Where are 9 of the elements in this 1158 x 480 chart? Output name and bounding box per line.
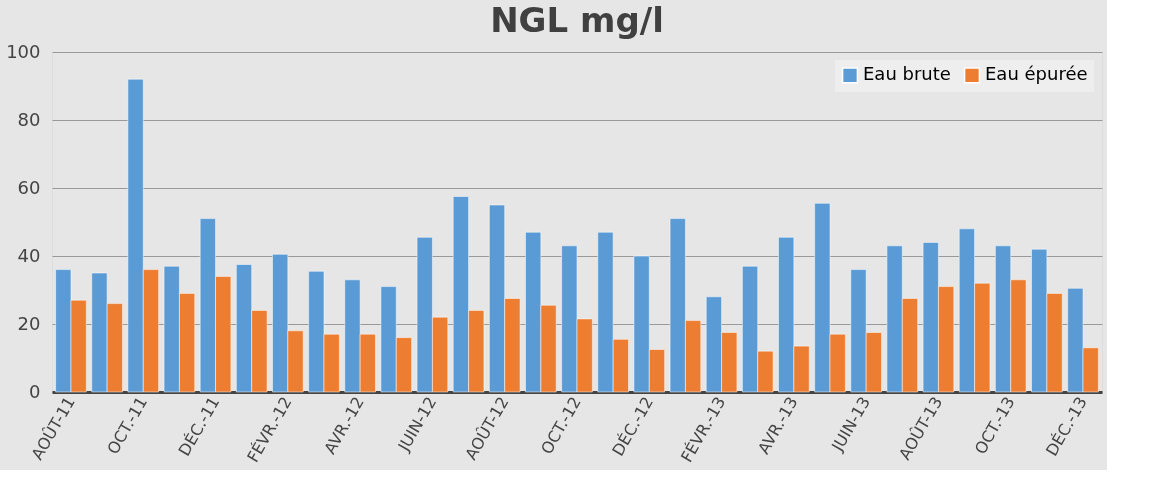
y-tick-label: 80 [17, 108, 41, 130]
y-tick-label: 60 [17, 176, 41, 198]
chart-title: NGL mg/l [490, 0, 664, 40]
y-tick-label: 40 [17, 244, 41, 266]
legend-label: Eau épurée [985, 63, 1088, 85]
y-tick-label: 20 [17, 312, 41, 334]
legend-label: Eau brute [863, 63, 951, 85]
y-tick-label: 0 [29, 380, 41, 402]
y-tick-label: 100 [6, 40, 41, 62]
